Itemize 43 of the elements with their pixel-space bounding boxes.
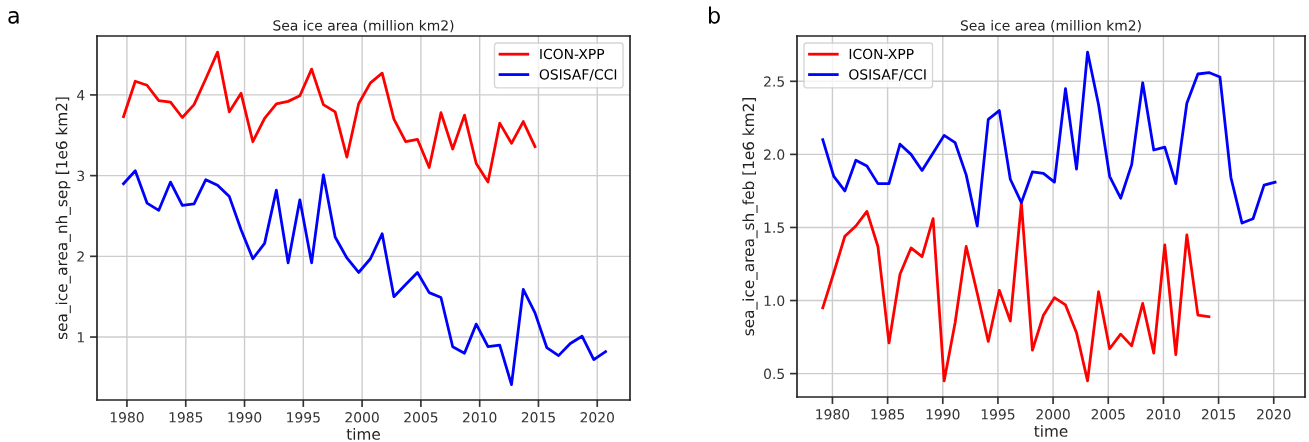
x-tick-label: 1995: [981, 409, 1015, 420]
line-series: [821, 50, 1277, 228]
x-axis-title: time: [1034, 425, 1068, 437]
x-tick-label: 1990: [926, 409, 960, 420]
chart-title: Sea ice area (million km2): [960, 19, 1141, 33]
x-tick-label: 2000: [1036, 409, 1070, 420]
legend-label: ICON-XPP: [849, 48, 914, 60]
line-series: [122, 50, 537, 184]
y-axis-title: sea_ice_area_nh_sep [1e6 km2]: [55, 97, 71, 340]
legend-label: ICON-XPP: [540, 48, 605, 60]
x-tick-label: 1985: [169, 412, 203, 423]
x-tick-label: 1980: [110, 412, 144, 423]
y-tick-label: 2.5: [764, 76, 784, 87]
x-tick-label: 2015: [1201, 409, 1236, 420]
text: a: [8, 10, 19, 24]
y-tick-label: 2.0: [764, 149, 785, 160]
line-series: [821, 201, 1211, 383]
x-tick-label: 1980: [816, 409, 850, 420]
x-tick-label: 1995: [287, 412, 320, 423]
x-tick-label: 2005: [1091, 409, 1125, 420]
x-tick-label: 2020: [1257, 409, 1291, 420]
x-tick-label: 2005: [404, 412, 438, 423]
y-tick-label: 4: [77, 90, 85, 101]
x-tick-label: 1985: [871, 409, 905, 420]
y-tick-label: 0.5: [764, 368, 784, 380]
x-tick-label: 2020: [580, 412, 614, 423]
x-tick-label: 2000: [345, 412, 379, 423]
text: b: [709, 6, 720, 24]
y-axis-title: sea_ice_area_sh_feb [1e6 km2]: [742, 98, 758, 336]
y-tick-label: 3: [77, 170, 85, 182]
x-tick-label: 2010: [1146, 409, 1181, 420]
legend-label: OSISAF/CCI: [539, 69, 617, 81]
y-tick-label: 2: [77, 251, 84, 262]
x-tick-label: 2015: [521, 412, 555, 423]
y-tick-label: 1.0: [764, 295, 785, 307]
x-tick-label: 2010: [463, 412, 497, 423]
legend-label: OSISAF/CCI: [849, 69, 926, 81]
y-tick-label: 1: [77, 332, 84, 343]
y-tick-label: 1.5: [764, 222, 784, 233]
line-series: [122, 169, 607, 387]
x-axis-title: time: [346, 428, 380, 440]
x-tick-label: 1990: [228, 412, 262, 423]
chart-title: Sea ice area (million km2): [273, 19, 454, 33]
